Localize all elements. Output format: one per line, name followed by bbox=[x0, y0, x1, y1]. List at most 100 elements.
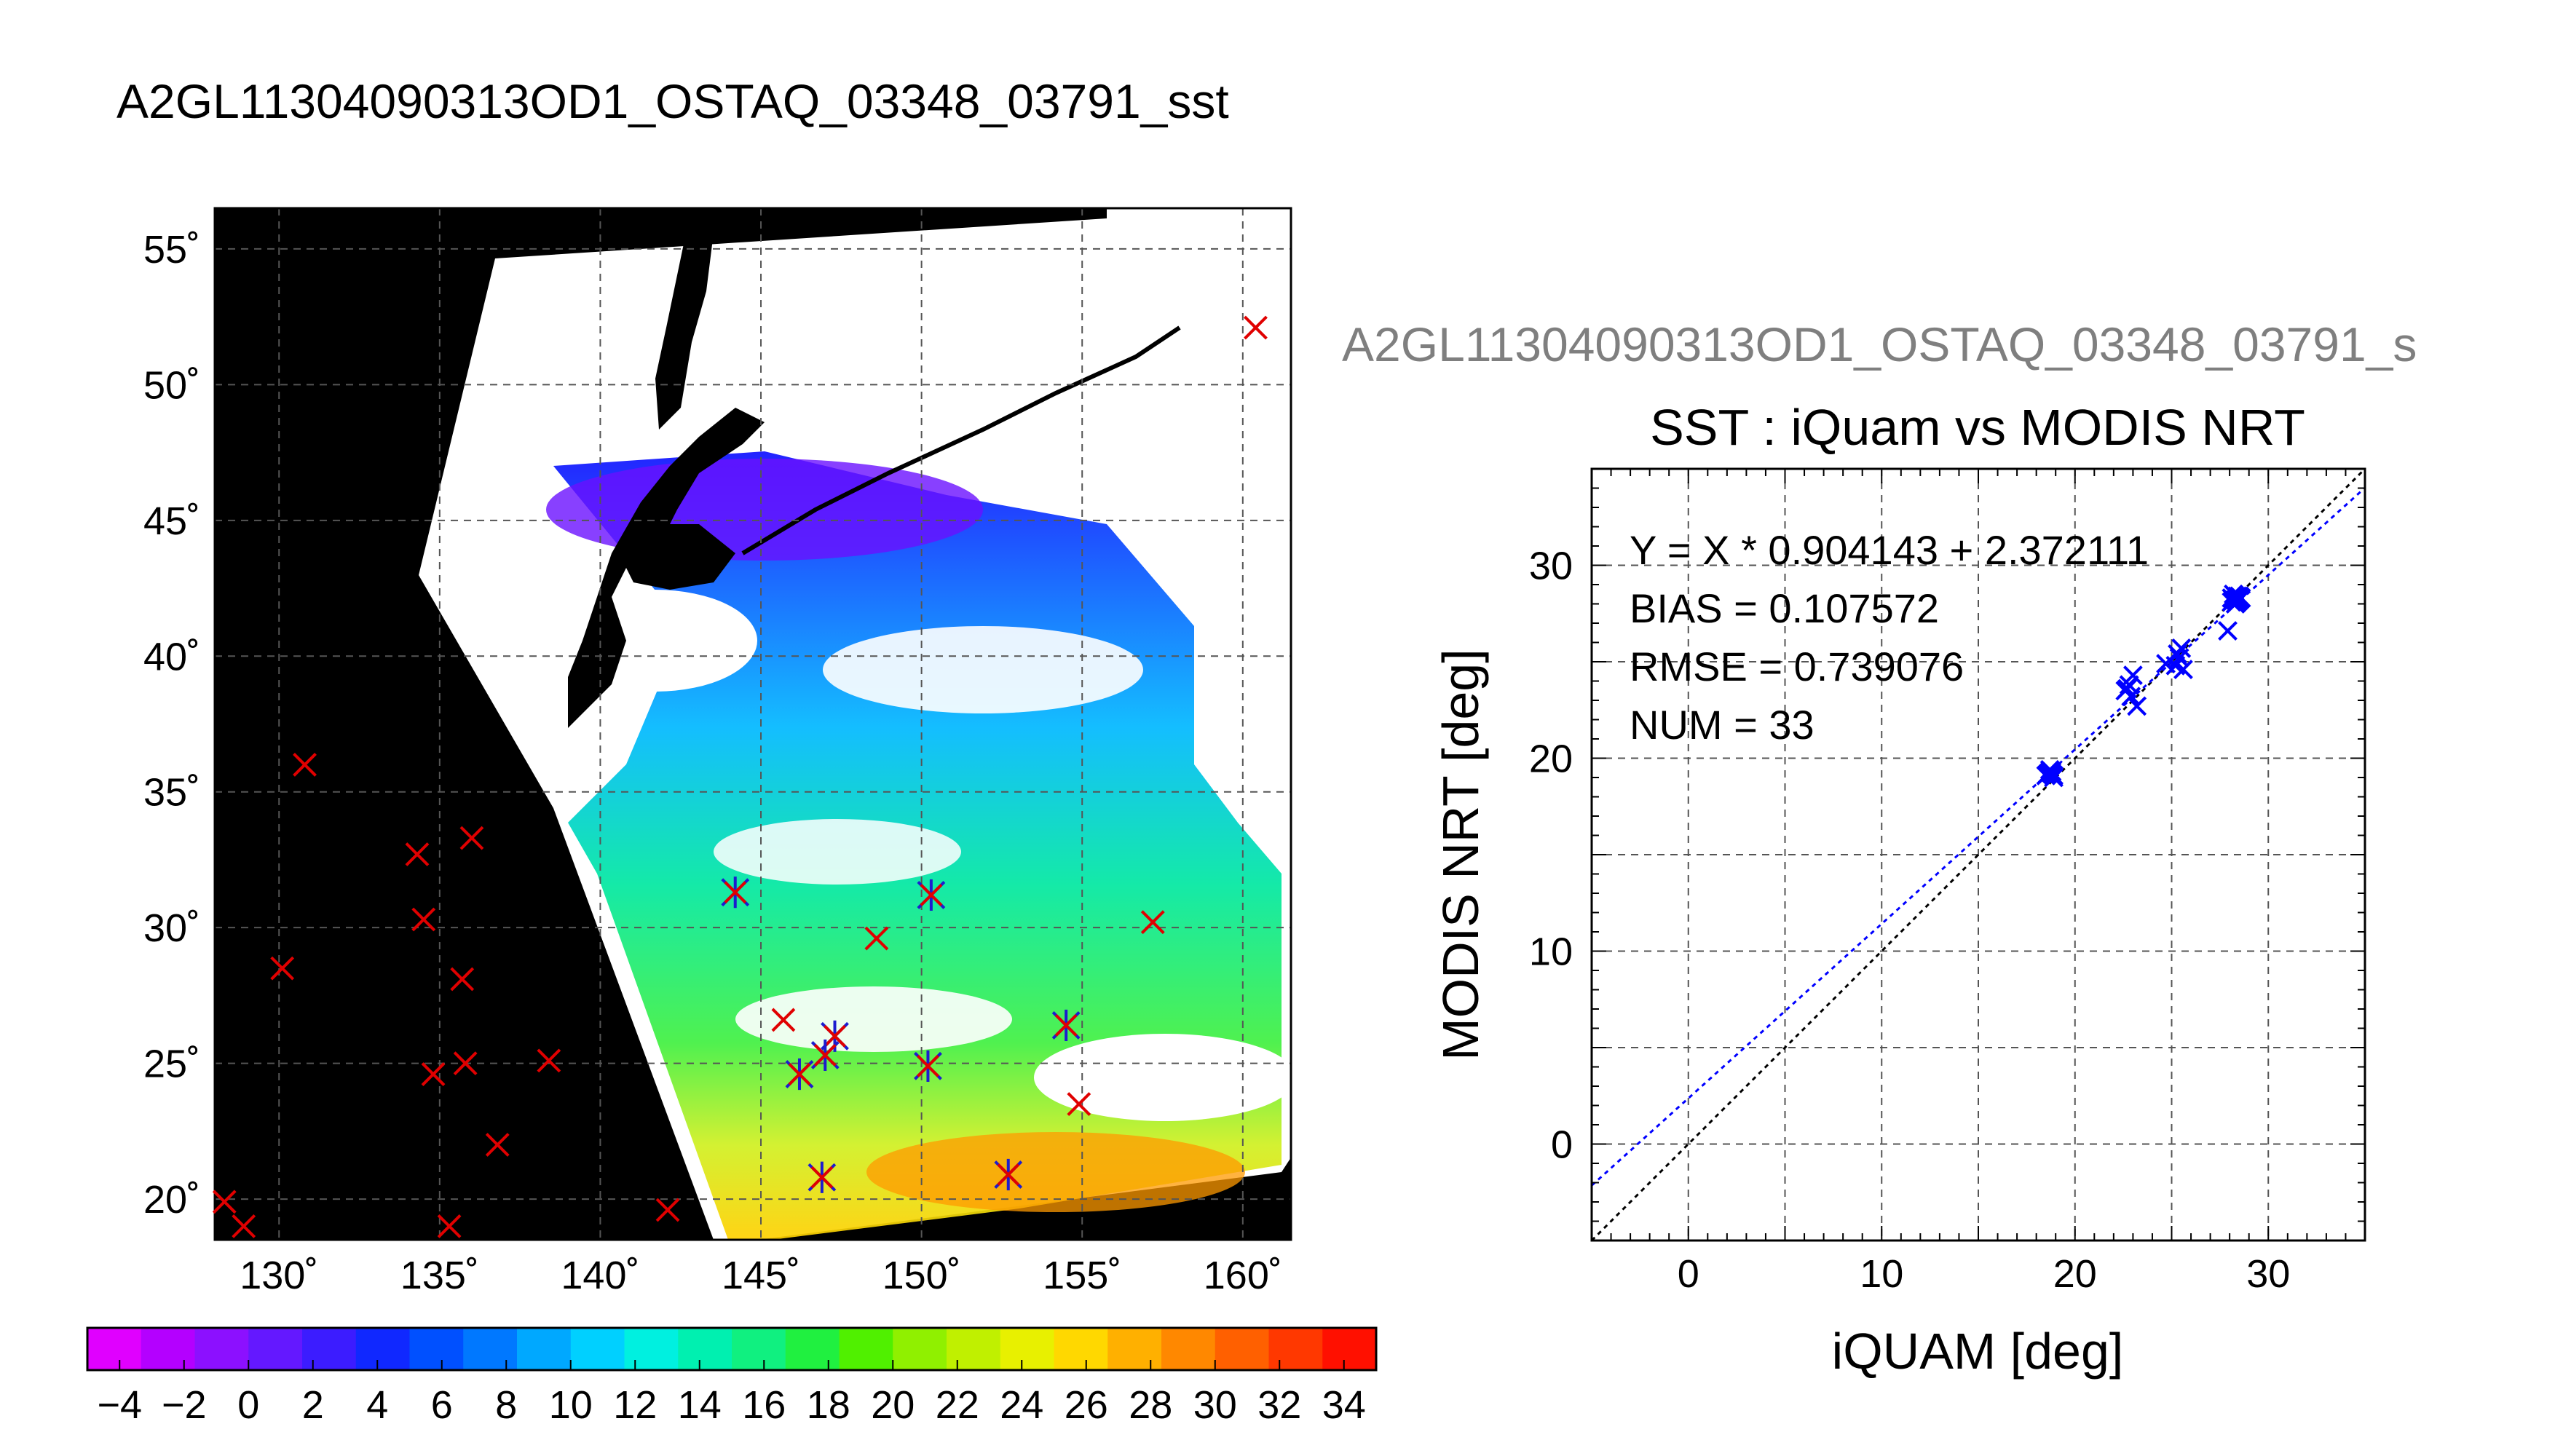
map-lat-tick-label: 20˚ bbox=[143, 1178, 200, 1222]
scatter-point bbox=[2122, 665, 2143, 685]
scatter-point bbox=[2039, 761, 2060, 782]
insitu-marker bbox=[1244, 315, 1268, 340]
matchup-insitu-overlay bbox=[813, 1044, 837, 1067]
insitu-marker bbox=[450, 967, 475, 992]
map-markers bbox=[212, 315, 1268, 1238]
colorbar-cell bbox=[785, 1328, 840, 1370]
rmse-label: RMSE = 0.739076 bbox=[1630, 644, 1964, 689]
map-lon-tick-label: 155˚ bbox=[1043, 1254, 1121, 1297]
colorbar-tick-label: 2 bbox=[302, 1383, 324, 1427]
warm-water-patch bbox=[866, 1132, 1245, 1212]
cloud-patch bbox=[714, 819, 961, 885]
colorbar-cell bbox=[463, 1328, 518, 1370]
colorbar-cell bbox=[893, 1328, 947, 1370]
colorbar-tick-label: 32 bbox=[1257, 1383, 1301, 1427]
matchup-insitu-overlay bbox=[810, 1166, 834, 1189]
land-hokkaido bbox=[619, 524, 735, 590]
map-lon-tick-label: 130˚ bbox=[240, 1254, 318, 1297]
cloud-patch bbox=[823, 626, 1143, 713]
scatter-y-tick-labels: 0 10 20 30 bbox=[1529, 545, 1573, 1167]
map-lat-tick-labels: 20˚ 25˚ 30˚ 35˚ 40˚ 45˚ 50˚ 55˚ bbox=[143, 228, 200, 1222]
insitu-marker bbox=[293, 753, 317, 777]
insitu-marker bbox=[655, 1198, 680, 1222]
matchup-insitu-overlay bbox=[724, 881, 747, 904]
colorbar-cell bbox=[947, 1328, 1001, 1370]
insitu-marker bbox=[485, 1133, 510, 1157]
colorbar-cell bbox=[839, 1328, 893, 1370]
scatter-title: SST : iQuam vs MODIS NRT bbox=[1650, 399, 2305, 456]
map-lon-tick-label: 135˚ bbox=[400, 1254, 479, 1297]
land-kuril-chain bbox=[741, 325, 1181, 555]
map-lat-tick-label: 50˚ bbox=[143, 363, 200, 407]
insitu-marker bbox=[212, 1190, 237, 1214]
map-lon-tick-label: 140˚ bbox=[561, 1254, 639, 1297]
colorbar-tick-label: 10 bbox=[549, 1383, 593, 1427]
scatter-x-tick-label: 30 bbox=[2246, 1252, 2290, 1296]
scatter-point bbox=[2127, 696, 2147, 716]
insitu-marker bbox=[771, 1008, 796, 1032]
colorbar-cell bbox=[355, 1328, 410, 1370]
scatter-point bbox=[2168, 644, 2187, 664]
insitu-marker bbox=[405, 842, 430, 866]
colorbar-cell bbox=[732, 1328, 786, 1370]
scatter-plot: SST : iQuam vs MODIS NRT 0 10 20 30 0 10 20 30… bbox=[1432, 399, 2366, 1380]
colorbar-tick-label: 14 bbox=[678, 1383, 722, 1427]
scatter-x-tick-label: 0 bbox=[1678, 1252, 1699, 1296]
colorbar-tick-label: 8 bbox=[495, 1383, 517, 1427]
scatter-point bbox=[2230, 586, 2249, 606]
insitu-marker bbox=[270, 956, 295, 981]
bias-label: BIAS = 0.107572 bbox=[1630, 585, 1939, 631]
colorbar-cell bbox=[1268, 1328, 1323, 1370]
colorbar-cell bbox=[409, 1328, 464, 1370]
insitu-marker bbox=[537, 1048, 561, 1073]
y-axis-label: MODIS NRT [deg] bbox=[1432, 649, 1489, 1060]
colorbar-frame bbox=[86, 1326, 1378, 1372]
main-title: A2GL11304090313OD1_OSTAQ_03348_03791_sst bbox=[117, 74, 1229, 128]
colorbar: −4 −2 0 2 4 6 8 10 12 14 16 18 20 22 24 26 28 30 32 34 bbox=[86, 1326, 1378, 1427]
colorbar-cell bbox=[624, 1328, 679, 1370]
colorbar-cells bbox=[87, 1328, 1377, 1370]
map-lat-tick-label: 55˚ bbox=[143, 228, 200, 272]
insitu-marker bbox=[864, 926, 889, 951]
colorbar-tick-label: 20 bbox=[871, 1383, 915, 1427]
map-grid bbox=[215, 208, 1291, 1240]
map-lat-tick-label: 25˚ bbox=[143, 1042, 200, 1086]
cold-water-patch bbox=[546, 459, 983, 561]
scatter-y-tick-label: 0 bbox=[1551, 1123, 1573, 1167]
sst-map: 130˚ 135˚ 140˚ 145˚ 150˚ 155˚ 160˚ 20˚ 25˚ 30˚ 35… bbox=[143, 207, 1292, 1297]
colorbar-tick-label: 30 bbox=[1193, 1383, 1237, 1427]
map-lat-tick-label: 35˚ bbox=[143, 771, 200, 815]
map-lon-tick-label: 145˚ bbox=[722, 1254, 800, 1297]
insitu-marker bbox=[421, 1062, 446, 1086]
scatter-x-tick-label: 10 bbox=[1860, 1252, 1903, 1296]
map-frame bbox=[213, 207, 1292, 1241]
matchup-insitu-overlay bbox=[824, 1024, 846, 1048]
matchup-insitu-overlay bbox=[920, 884, 943, 906]
map-lon-tick-label: 150˚ bbox=[882, 1254, 961, 1297]
insitu-marker bbox=[1067, 1092, 1091, 1116]
colorbar-tick-label: 12 bbox=[613, 1383, 657, 1427]
scatter-points bbox=[2036, 584, 2251, 788]
scatter-y-tick-label: 20 bbox=[1529, 737, 1573, 781]
map-lat-tick-label: 45˚ bbox=[143, 499, 200, 543]
colorbar-tick-label: 34 bbox=[1322, 1383, 1366, 1427]
colorbar-tick-label: 24 bbox=[1000, 1383, 1043, 1427]
colorbar-cell bbox=[141, 1328, 195, 1370]
colorbar-tick-labels: −4 −2 0 2 4 6 8 10 12 14 16 18 20 22 24 26 28 30 32 34 bbox=[97, 1360, 1366, 1427]
colorbar-tick-label: −2 bbox=[162, 1383, 207, 1427]
colorbar-cell bbox=[678, 1328, 732, 1370]
stats-box: Y = X * 0.904143 + 2.372111 BIAS = 0.107… bbox=[1630, 527, 2149, 748]
matchup-insitu-overlay bbox=[997, 1163, 1020, 1186]
scatter-minor-ticks bbox=[1591, 468, 2366, 1241]
scatter-y-tick-label: 10 bbox=[1529, 930, 1573, 974]
colorbar-cell bbox=[1000, 1328, 1054, 1370]
scatter-point bbox=[2173, 660, 2193, 680]
scatter-x-tick-labels: 0 10 20 30 bbox=[1678, 1252, 2291, 1296]
colorbar-cell bbox=[87, 1328, 142, 1370]
scatter-point bbox=[2218, 621, 2238, 641]
colorbar-tick-label: −4 bbox=[97, 1383, 142, 1427]
colorbar-cell bbox=[517, 1328, 572, 1370]
matchup-insitu-overlay bbox=[1054, 1013, 1078, 1037]
cloud-patch bbox=[1034, 1034, 1291, 1121]
